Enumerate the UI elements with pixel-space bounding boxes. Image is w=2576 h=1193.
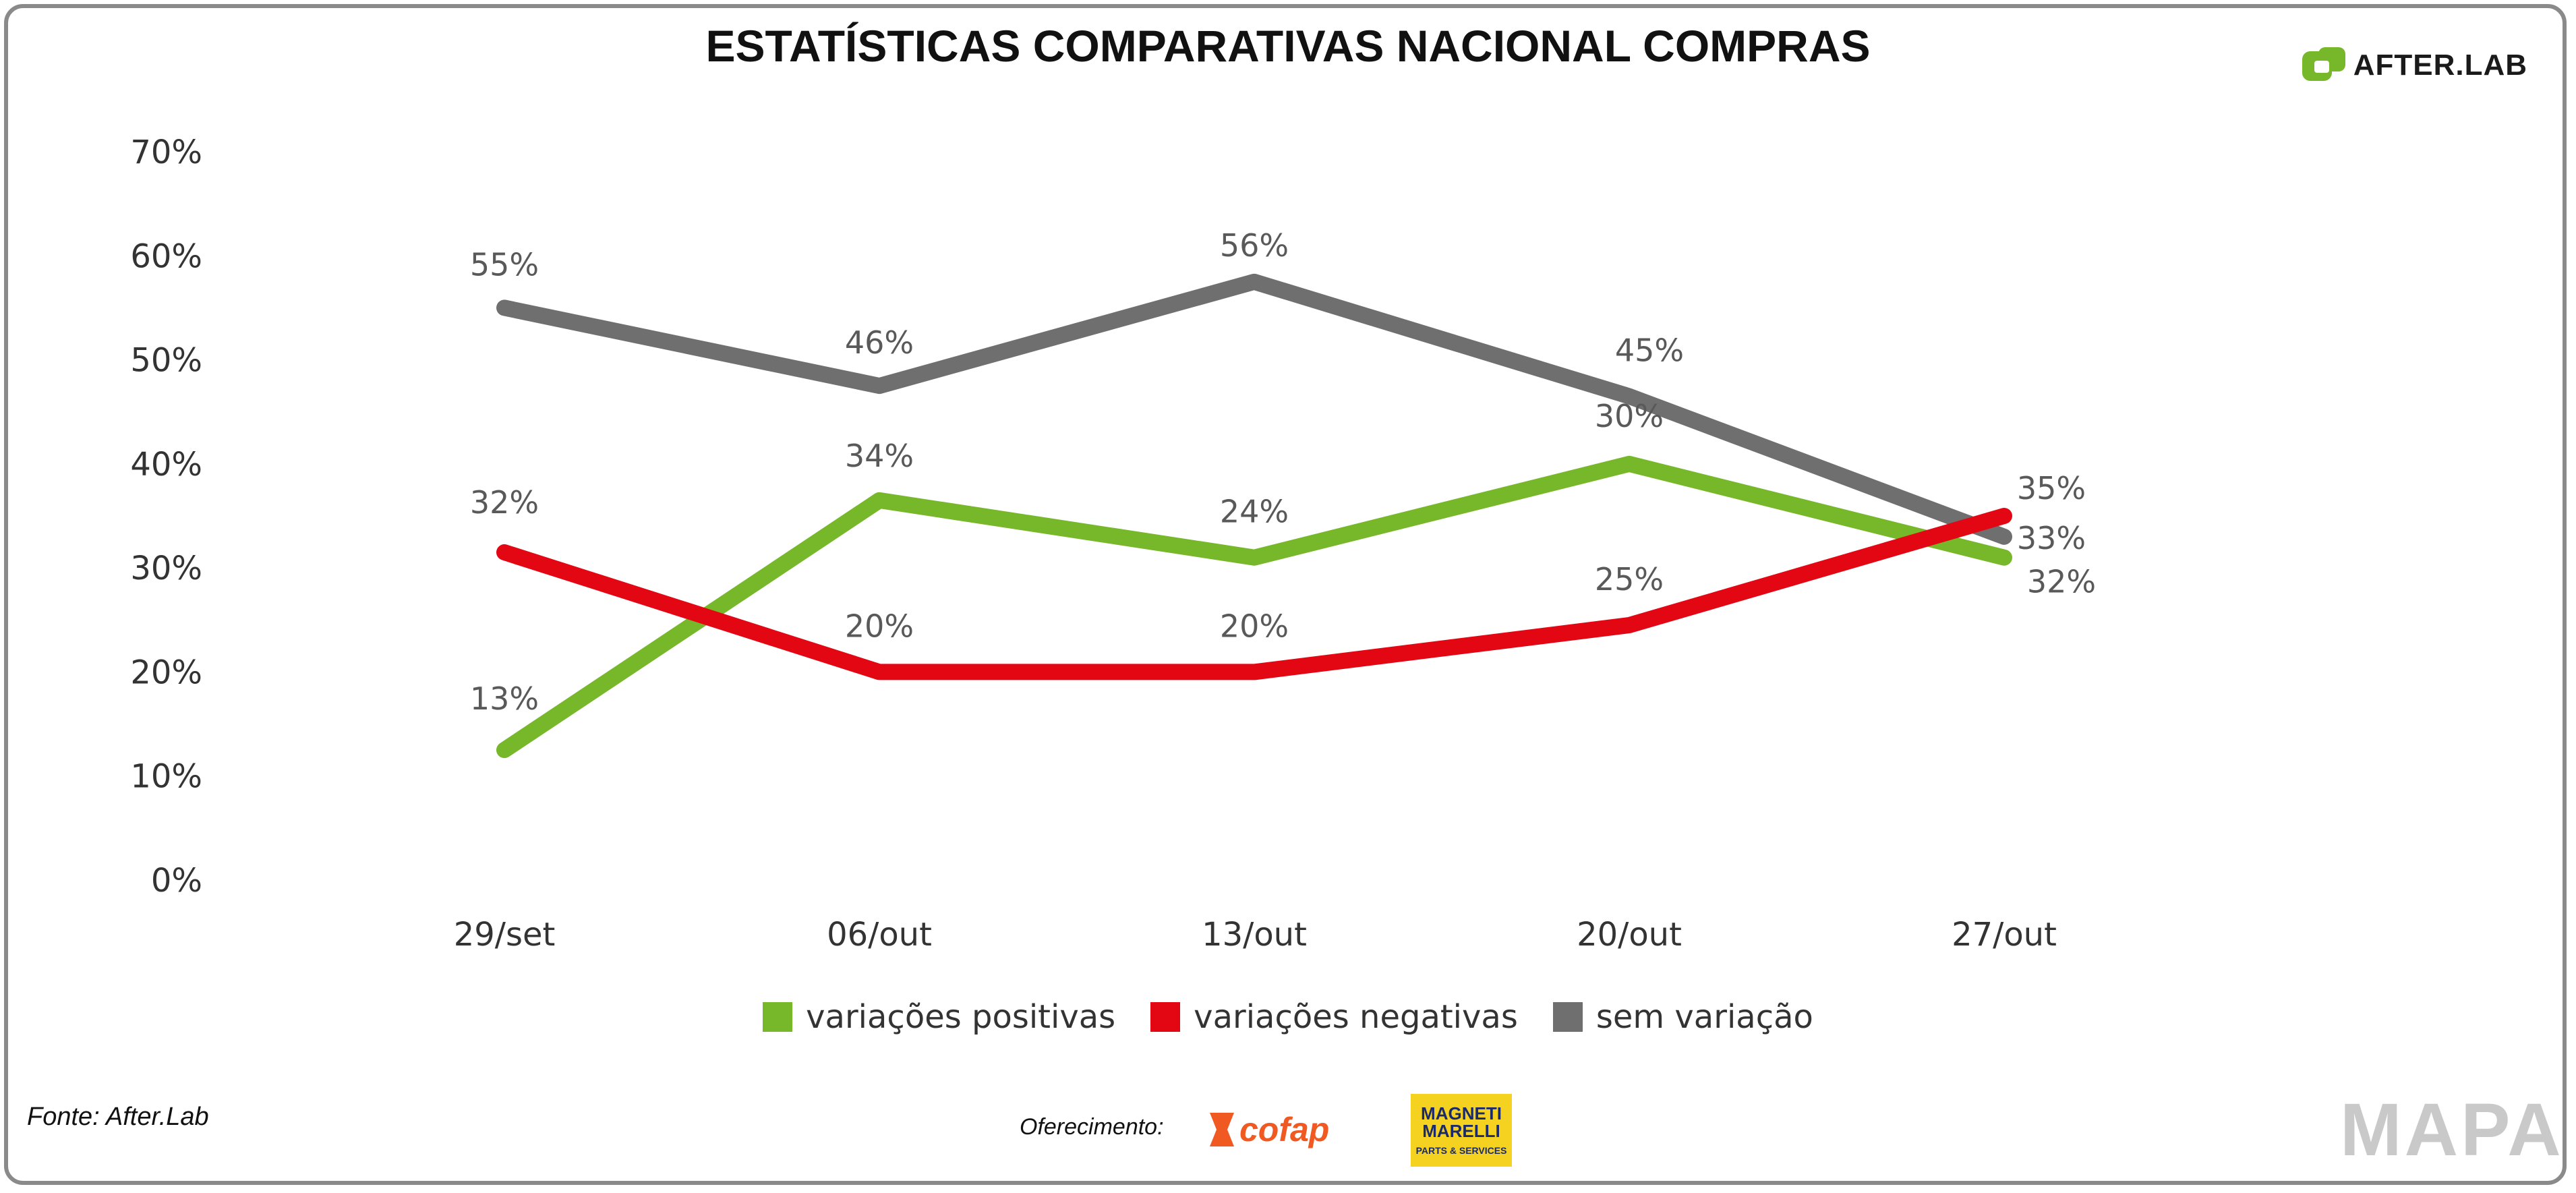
data-label: 45% [1615,332,1684,369]
y-tick-label: 10% [130,758,202,796]
data-label: 25% [1595,561,1664,598]
y-tick-label: 60% [130,237,202,275]
series-line [496,455,2012,759]
magneti-marelli-logo: MAGNETI MARELLI PARTS & SERVICES [1411,1094,1512,1167]
data-label: 32% [2027,564,2096,600]
magneti-marelli-name: MAGNETI MARELLI [1421,1103,1502,1141]
x-tick-label: 20/out [1577,916,1682,954]
x-axis: 29/set 06/out 13/out 20/out 27/out [454,916,2057,954]
legend-item: variações negativas [1150,998,1518,1036]
cofap-logo: cofap [1210,1111,1329,1148]
x-tick-label: 06/out [827,916,932,954]
legend-swatch [1150,1002,1181,1032]
cofap-mark-icon [1210,1113,1234,1146]
data-label: 34% [845,438,914,474]
legend-swatch [763,1002,793,1032]
cofap-wordmark: cofap [1239,1111,1329,1148]
legend-label: variações negativas [1194,998,1518,1036]
brand-name: AFTER.LAB [2353,49,2527,82]
afterlab-brand: AFTER.LAB [2301,46,2527,85]
magneti-marelli-sub: PARTS & SERVICES [1415,1145,1507,1156]
data-labels: 13% 34% 24% 30% 32% 32% 20% 20% 25% 35% 55% 46% 56% 4… [470,227,2096,717]
legend-label: sem variação [1596,998,1813,1036]
data-label: 33% [2017,520,2086,556]
data-label: 35% [2017,470,2086,506]
chart-frame [4,4,2567,1185]
data-label: 55% [470,246,539,283]
sponsor-label: Oferecimento: [1020,1114,1164,1140]
data-label: 13% [470,680,539,717]
y-tick-label: 40% [130,446,202,484]
afterlab-logo-icon [2302,47,2345,81]
y-axis: 0% 10% 20% 30% 40% 50% 60% 70% [130,134,202,900]
chart-legend: variações positivas variações negativas … [0,998,2576,1036]
legend-swatch [1552,1002,1583,1032]
series-line [496,508,2012,680]
y-tick-label: 50% [130,342,202,380]
legend-label: variações positivas [806,998,1116,1036]
mapa-logo: MAPA [2340,1088,2564,1171]
data-label: 20% [1220,608,1289,644]
data-label: 20% [845,608,914,644]
series-line [496,273,2012,545]
y-tick-label: 30% [130,550,202,587]
data-label: 56% [1220,227,1289,264]
x-tick-label: 27/out [1952,916,2057,954]
data-label: 32% [470,484,539,521]
legend-item: variações positivas [763,998,1115,1036]
source-note: Fonte: After.Lab [27,1103,209,1131]
x-tick-label: 29/set [454,916,556,954]
legend-item: sem variação [1552,998,1813,1036]
data-label: 46% [845,324,914,361]
data-label: 24% [1220,494,1289,530]
x-tick-label: 13/out [1202,916,1307,954]
chart-title: ESTATÍSTICAS COMPARATIVAS NACIONAL COMPR… [705,21,1871,71]
series-lines [496,273,2012,759]
y-tick-label: 20% [130,653,202,691]
data-label: 30% [1595,398,1664,434]
y-tick-label: 70% [130,134,202,171]
y-tick-label: 0% [151,862,202,900]
